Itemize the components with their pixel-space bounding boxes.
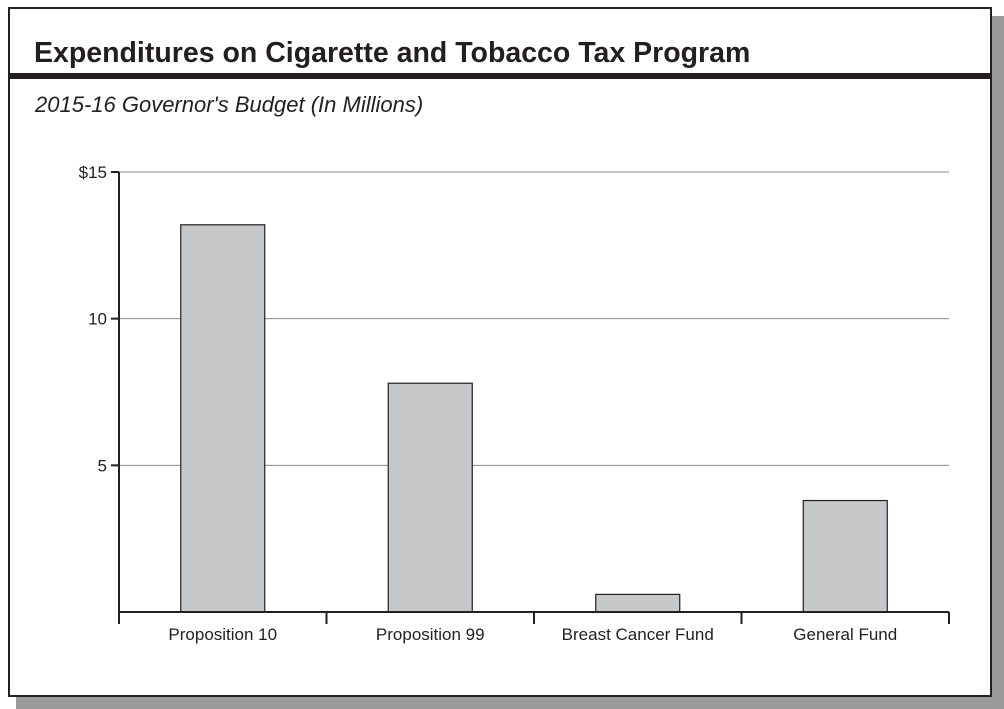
x-tick-label-proposition-99: Proposition 99 [376, 625, 485, 644]
x-tick-label-proposition-10: Proposition 10 [168, 625, 277, 644]
title-divider [10, 73, 990, 79]
bar-general-fund [802, 499, 888, 613]
chart-title: Expenditures on Cigarette and Tobacco Ta… [34, 37, 751, 69]
y-tick-label-5: 5 [98, 456, 107, 475]
bar-breast-cancer-fund [595, 593, 681, 613]
y-tick-label-15: $15 [79, 163, 107, 182]
chart-card: Expenditures on Cigarette and Tobacco Ta… [8, 7, 992, 697]
x-tick-label-general-fund: General Fund [793, 625, 897, 644]
bar-proposition-99 [387, 382, 473, 613]
bar-chart: 5 10 $15 Proposition 10 Proposition 99 Breast… [79, 163, 950, 644]
x-tick-label-breast-cancer-fund: Breast Cancer Fund [562, 625, 714, 644]
bar-proposition-10 [180, 224, 266, 613]
y-tick-label-10: 10 [88, 310, 107, 329]
chart-subtitle: 2015-16 Governor's Budget (In Millions) [35, 92, 424, 117]
